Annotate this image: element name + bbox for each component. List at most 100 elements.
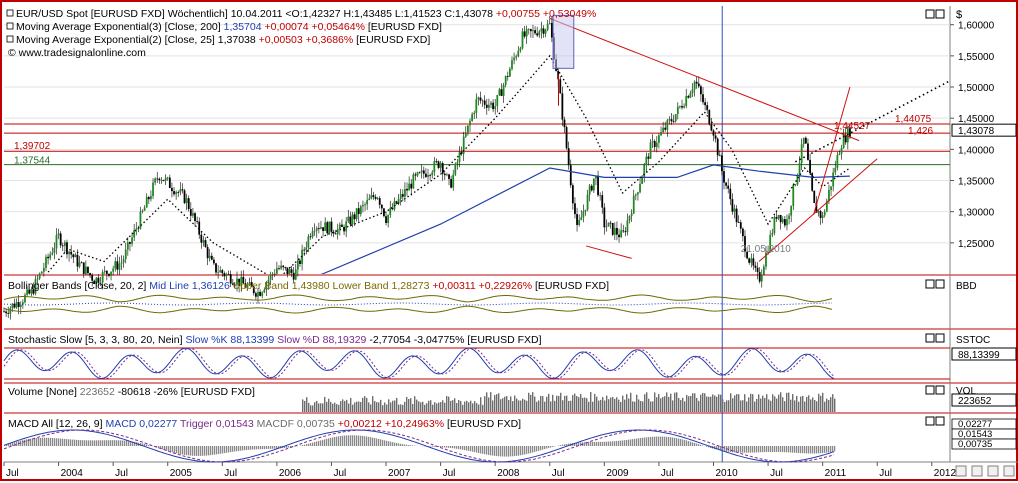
volume-bar bbox=[834, 399, 835, 412]
volume-bar bbox=[594, 394, 595, 412]
macd-bar bbox=[532, 446, 533, 453]
volume-bar bbox=[744, 394, 745, 412]
macd-value-3: 0,00735 bbox=[958, 439, 992, 450]
volume-bar bbox=[330, 402, 331, 412]
candle-body bbox=[551, 23, 553, 38]
macd-bar bbox=[628, 440, 629, 446]
macd-bar bbox=[780, 446, 781, 452]
macd-bar bbox=[470, 446, 471, 451]
macd-bar bbox=[766, 446, 767, 452]
bollinger-upper bbox=[4, 295, 832, 302]
macd-bar bbox=[194, 446, 195, 456]
macd-bar bbox=[430, 446, 431, 447]
candle-body bbox=[517, 51, 519, 57]
time-label: Jul bbox=[6, 468, 19, 479]
volume-bar bbox=[784, 401, 785, 412]
macd-bar bbox=[64, 439, 65, 446]
candle-body bbox=[123, 259, 125, 262]
candle-body bbox=[618, 235, 620, 238]
candle-body bbox=[794, 184, 796, 185]
candle-body bbox=[293, 273, 295, 280]
candle-body bbox=[148, 197, 150, 199]
date-annotation: 21.05.2010 bbox=[741, 244, 791, 255]
candle-body bbox=[186, 198, 188, 203]
candle-body bbox=[362, 205, 364, 206]
macd-bar bbox=[560, 445, 561, 446]
volume-bar bbox=[444, 403, 445, 412]
macd-bar bbox=[756, 446, 757, 452]
macd-bar bbox=[442, 446, 443, 447]
candle-body bbox=[543, 28, 545, 33]
volume-bar bbox=[656, 397, 657, 412]
candle-body bbox=[307, 236, 309, 247]
macd-bar bbox=[782, 446, 783, 452]
candle-body bbox=[161, 180, 163, 181]
macd-bar bbox=[456, 446, 457, 449]
macd-bar bbox=[98, 440, 99, 446]
volume-bar bbox=[568, 401, 569, 412]
macd-bar bbox=[270, 446, 271, 449]
macd-bar bbox=[102, 440, 103, 446]
candle-body bbox=[593, 178, 595, 190]
volume-bar bbox=[486, 392, 487, 412]
volume-bar bbox=[768, 399, 769, 412]
volume-bar bbox=[554, 401, 555, 412]
candle-body bbox=[135, 229, 137, 230]
volume-bar bbox=[318, 403, 319, 412]
candle-body bbox=[469, 121, 471, 126]
stochastic-axis-label: SSTOC bbox=[956, 335, 990, 346]
candle-body bbox=[22, 302, 24, 304]
volume-bar bbox=[786, 393, 787, 412]
volume-bar bbox=[420, 402, 421, 412]
volume-bar bbox=[646, 392, 647, 412]
volume-bar bbox=[370, 404, 371, 412]
macd-bar bbox=[594, 442, 595, 446]
candle-body bbox=[574, 203, 576, 214]
volume-bar bbox=[698, 401, 699, 412]
macd-bar bbox=[742, 446, 743, 453]
macd-bar bbox=[484, 446, 485, 454]
macd-bar bbox=[748, 446, 749, 453]
macd-bar bbox=[84, 440, 85, 446]
volume-bar bbox=[424, 405, 425, 412]
candle-body bbox=[182, 189, 184, 190]
volume-bar bbox=[390, 402, 391, 412]
macd-bar bbox=[828, 446, 829, 452]
candle-body bbox=[423, 170, 425, 173]
candle-body bbox=[427, 175, 429, 177]
macd-bar bbox=[814, 446, 815, 453]
macd-bar bbox=[652, 437, 653, 446]
macd-bar bbox=[40, 438, 41, 446]
candle-body bbox=[431, 172, 433, 175]
macd-bar bbox=[234, 446, 235, 451]
macd-bar bbox=[518, 446, 519, 456]
candle-body bbox=[131, 237, 133, 243]
volume-bar bbox=[806, 397, 807, 412]
volume-bar bbox=[304, 401, 305, 412]
candle-body bbox=[698, 84, 700, 87]
candle-body bbox=[750, 258, 752, 262]
candle-body bbox=[360, 206, 362, 214]
candle-body bbox=[752, 258, 754, 265]
macd-bar bbox=[614, 441, 615, 446]
macd-bar bbox=[524, 446, 525, 454]
candle-body bbox=[305, 247, 307, 250]
macd-bar bbox=[32, 438, 33, 446]
candle-body bbox=[526, 29, 528, 36]
volume-bar bbox=[722, 399, 723, 412]
candle-body bbox=[154, 179, 156, 183]
candle-body bbox=[261, 292, 263, 296]
macd-bar bbox=[344, 436, 345, 446]
volume-bar bbox=[754, 402, 755, 412]
macd-bar bbox=[244, 446, 245, 450]
volume-bar bbox=[438, 403, 439, 412]
volume-bar bbox=[638, 399, 639, 412]
macd-bar bbox=[816, 446, 817, 453]
macd-bar bbox=[352, 435, 353, 446]
candle-body bbox=[591, 186, 593, 191]
macd-bar bbox=[500, 446, 501, 456]
volume-bar bbox=[628, 399, 629, 412]
volume-bar bbox=[650, 402, 651, 412]
macd-close-icon bbox=[936, 417, 944, 425]
